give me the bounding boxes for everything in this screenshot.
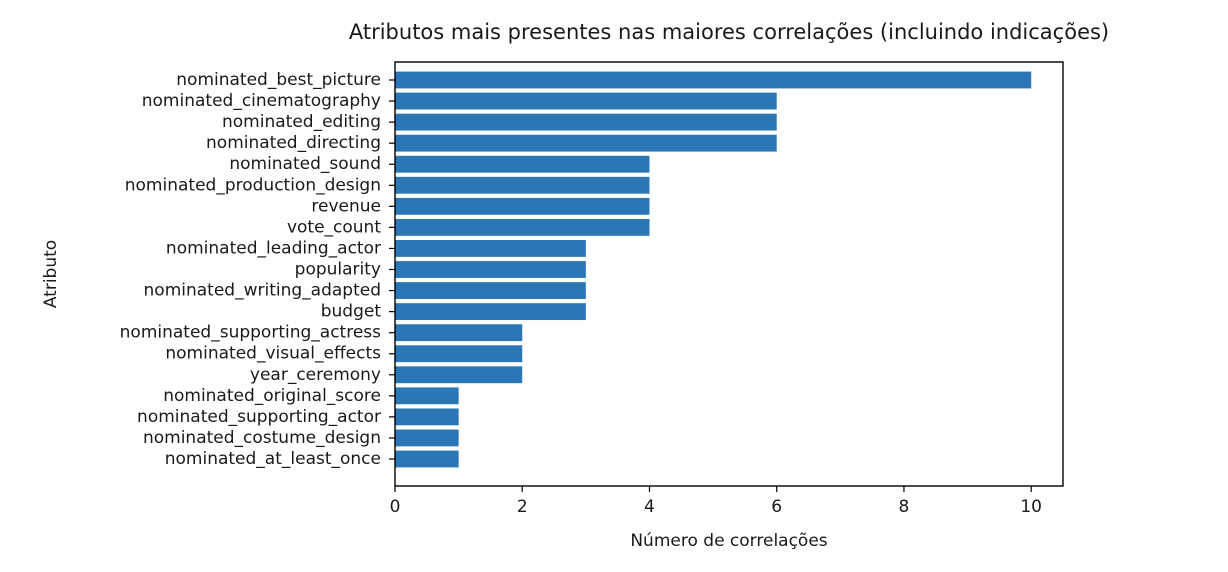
bar-revenue <box>395 197 650 215</box>
y-tick-label: budget <box>321 302 382 322</box>
bar-nominated-production-design <box>395 176 650 194</box>
bar-nominated-directing <box>395 134 777 152</box>
bar-nominated-writing-adapted <box>395 282 586 299</box>
x-tick-label: 4 <box>644 497 655 517</box>
bar-nominated-cinematography <box>395 92 777 110</box>
bar-nominated-best-picture <box>395 71 1032 89</box>
y-tick-label: nominated_leading_actor <box>166 238 381 258</box>
bar-year-ceremony <box>395 366 523 384</box>
bar-budget <box>395 303 586 321</box>
bar-nominated-supporting-actor <box>395 408 459 426</box>
bar-nominated-original-score <box>395 387 459 405</box>
bar-nominated-at-least-once <box>395 450 459 468</box>
y-tick-label: vote_count <box>287 217 381 237</box>
y-tick-label: nominated_writing_adapted <box>144 281 381 301</box>
x-tick-label: 2 <box>517 497 528 517</box>
y-tick-label: nominated_cinematography <box>142 91 381 111</box>
x-tick-label: 0 <box>390 497 401 517</box>
bar-popularity <box>395 261 586 278</box>
category-labels: nominated_best_picturenominated_cinemato… <box>120 70 395 469</box>
bar-vote-count <box>395 218 650 236</box>
y-tick-label: nominated_at_least_once <box>165 449 381 469</box>
y-tick-label: nominated_best_picture <box>176 70 381 90</box>
bar-nominated-sound <box>395 155 650 173</box>
y-tick-label: popularity <box>295 260 381 280</box>
bars-layer <box>395 71 1032 468</box>
x-tick-label: 10 <box>1020 497 1042 517</box>
chart-title: Atributos mais presentes nas maiores cor… <box>349 20 1109 44</box>
bar-nominated-editing <box>395 113 777 131</box>
y-tick-label: revenue <box>311 196 381 216</box>
y-tick-label: nominated_costume_design <box>143 428 381 448</box>
x-axis-ticks: 0 2 4 6 8 10 <box>390 486 1042 517</box>
bar-nominated-visual-effects <box>395 345 523 363</box>
y-axis-title: Atributo <box>41 240 61 308</box>
y-tick-label: nominated_production_design <box>125 175 381 195</box>
y-tick-label: nominated_directing <box>206 133 381 153</box>
plot-frame <box>394 61 1064 487</box>
y-tick-label: nominated_editing <box>222 112 381 132</box>
bar-nominated-supporting-actress <box>395 324 523 342</box>
y-tick-label: nominated_original_score <box>163 386 381 406</box>
x-tick-label: 6 <box>771 497 782 517</box>
x-axis-title: Número de correlações <box>630 531 827 551</box>
y-tick-label: nominated_sound <box>229 154 381 174</box>
y-tick-label: nominated_supporting_actress <box>120 323 381 343</box>
y-tick-label: nominated_visual_effects <box>165 344 381 364</box>
y-tick-label: nominated_supporting_actor <box>137 407 381 427</box>
y-tick-label: year_ceremony <box>250 365 381 385</box>
bar-nominated-costume-design <box>395 429 459 447</box>
x-tick-label: 8 <box>899 497 910 517</box>
bar-nominated-leading-actor <box>395 240 586 257</box>
